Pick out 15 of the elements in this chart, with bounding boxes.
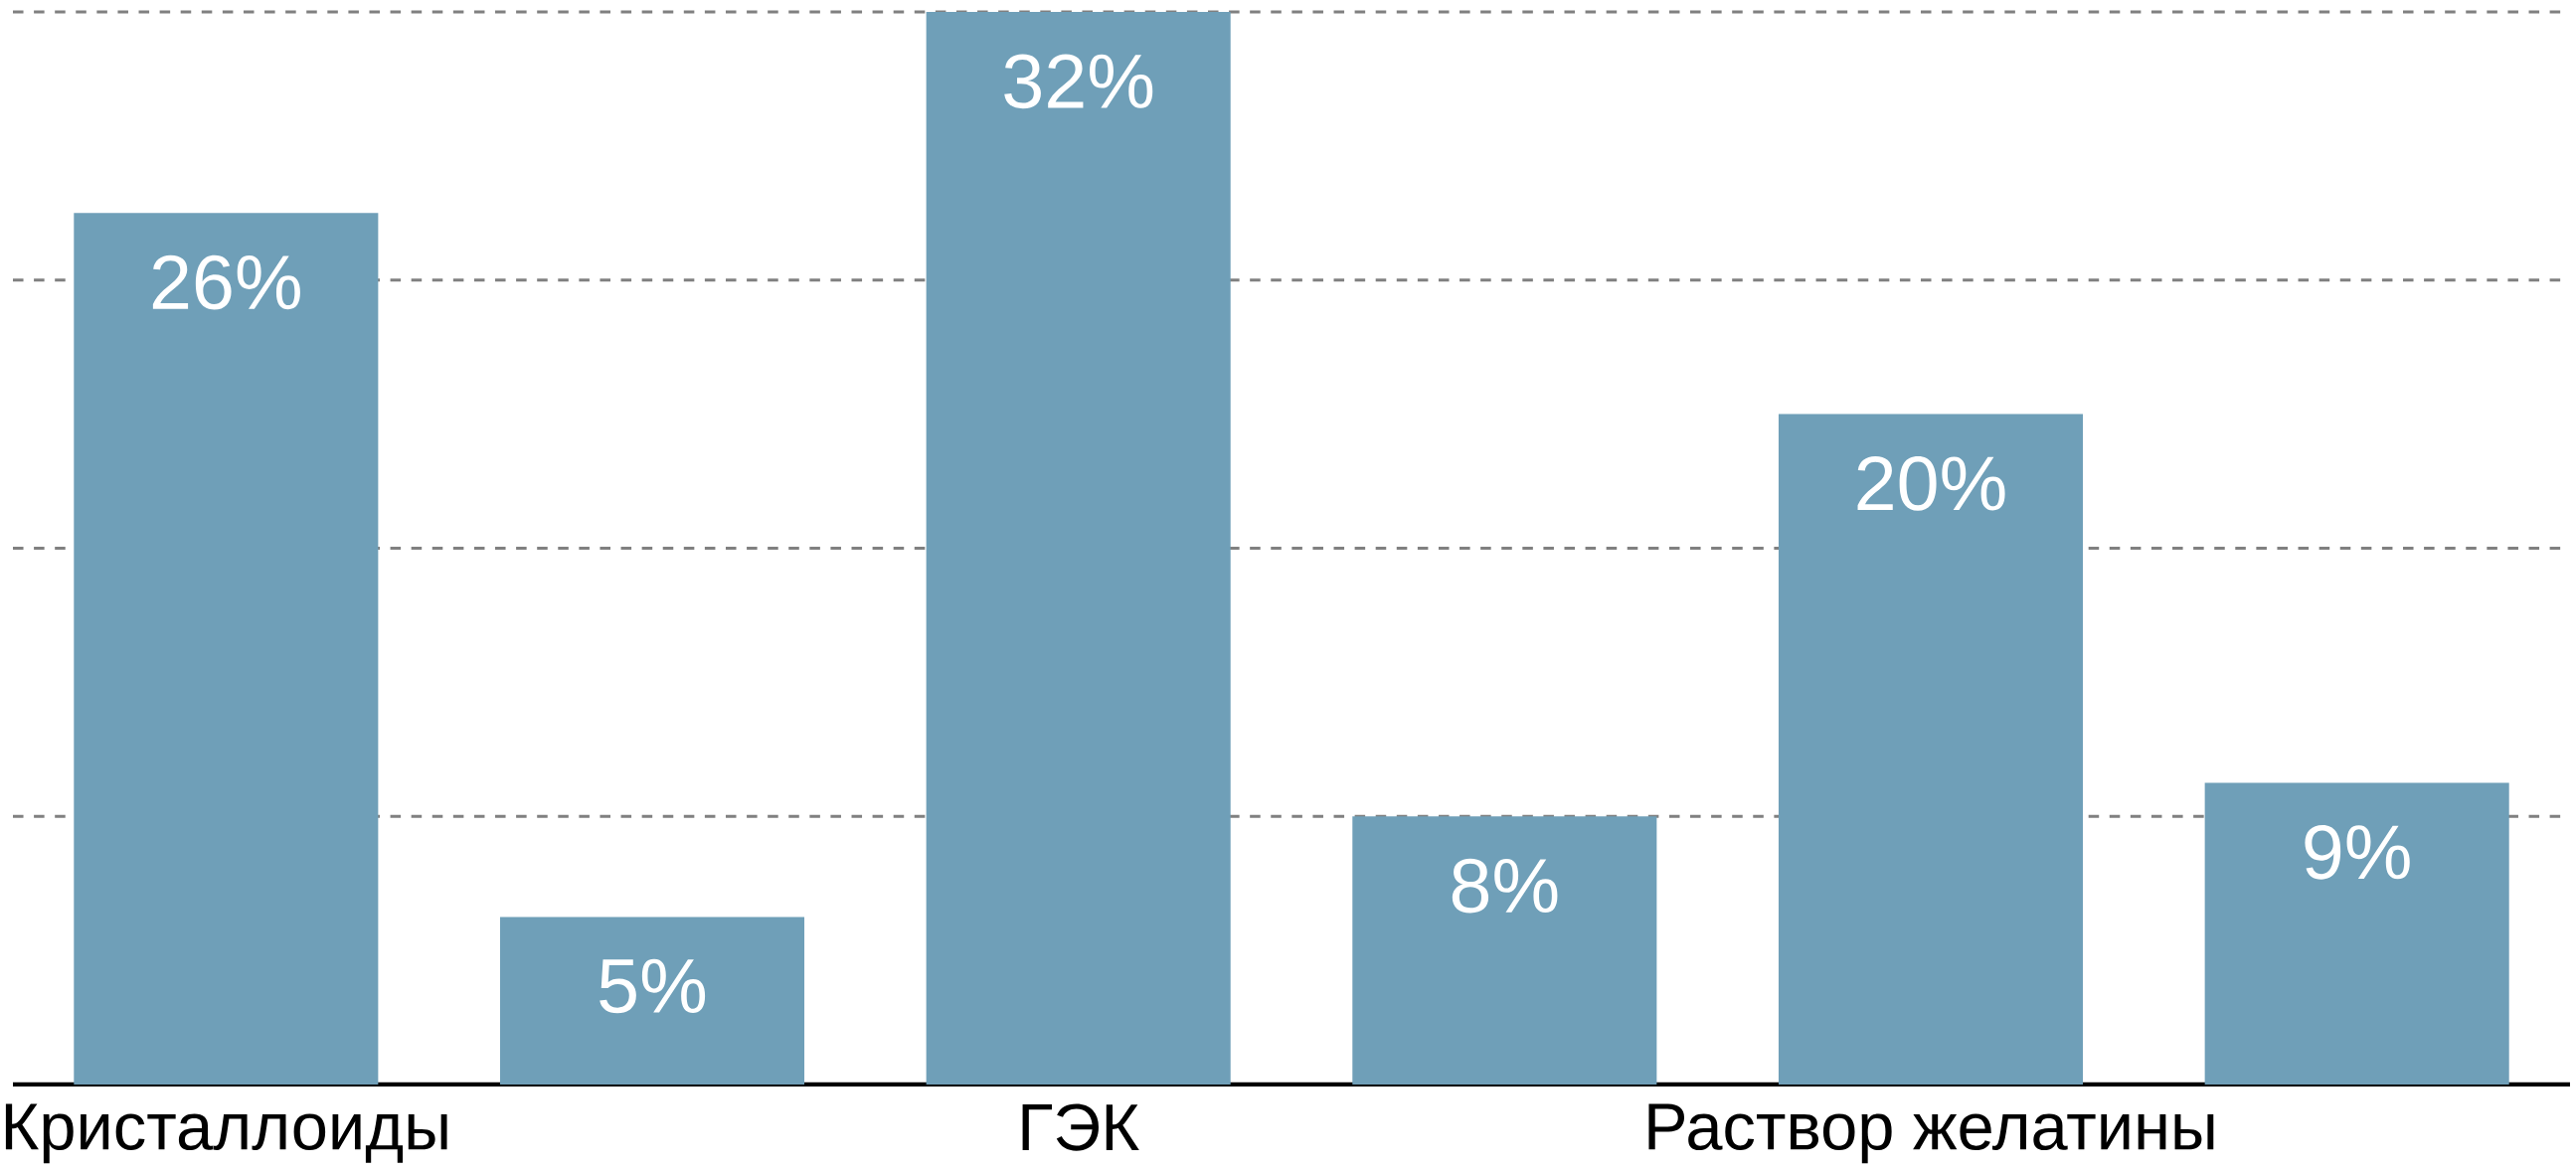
x-tick-label: ГЭК bbox=[1022, 1103, 1139, 1151]
data-label: 5% bbox=[600, 958, 706, 1014]
data-label: 9% bbox=[2305, 824, 2410, 880]
data-label: 20% bbox=[1857, 456, 2005, 511]
bar bbox=[1352, 816, 1657, 1085]
data-label: 8% bbox=[1452, 858, 1558, 914]
bar bbox=[499, 917, 805, 1085]
bar bbox=[74, 213, 379, 1085]
data-label: 26% bbox=[152, 254, 300, 310]
x-tick-label: Раствор желатины bbox=[1648, 1103, 2214, 1164]
bar bbox=[2204, 782, 2509, 1085]
bar bbox=[926, 11, 1231, 1085]
data-label: 32% bbox=[1004, 54, 1153, 109]
bar bbox=[1778, 414, 2084, 1085]
x-tick-label: Кристаллоиды bbox=[5, 1103, 447, 1164]
